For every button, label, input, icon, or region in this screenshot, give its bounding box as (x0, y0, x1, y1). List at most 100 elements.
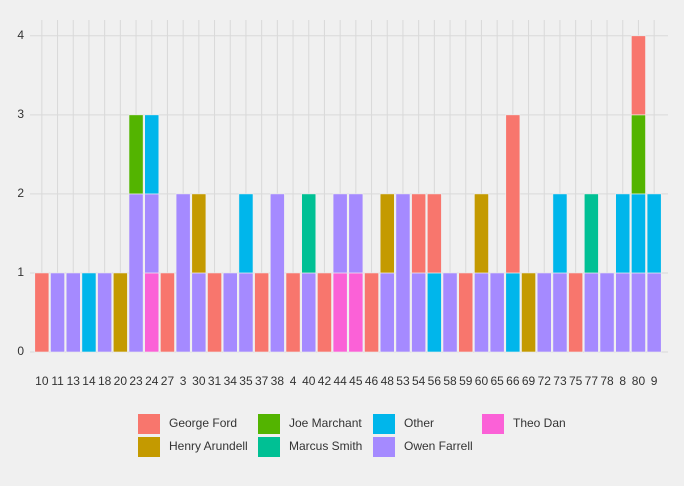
legend-label: Owen Farrell (404, 439, 473, 453)
x-tick-label: 13 (67, 374, 81, 388)
bar-segment (348, 193, 364, 274)
y-tick-label: 1 (17, 265, 24, 279)
bar-segment (222, 272, 238, 353)
x-tick-label: 3 (180, 374, 187, 388)
bar-segment (583, 272, 599, 353)
bar-segment (128, 193, 144, 353)
bar-segment (521, 272, 536, 353)
bar-segment (144, 272, 160, 353)
legend-key (373, 414, 395, 434)
bar-segment (631, 114, 646, 195)
x-tick-label: 8 (619, 374, 626, 388)
bar-segment (364, 272, 379, 353)
bar-segment (34, 272, 50, 353)
bar-segment (160, 272, 175, 353)
x-tick-label: 27 (161, 374, 175, 388)
bar-segment (332, 272, 348, 353)
legend-key (258, 437, 280, 457)
bar-segment (536, 272, 552, 353)
x-tick-label: 4 (290, 374, 297, 388)
x-tick-label: 45 (349, 374, 363, 388)
x-tick-label: 10 (35, 374, 49, 388)
bar-segment (238, 272, 254, 353)
bar-segment (505, 272, 521, 353)
x-tick-label: 14 (82, 374, 96, 388)
x-tick-label: 38 (271, 374, 285, 388)
bar-segment (442, 272, 458, 353)
bar-segment (81, 272, 97, 353)
bar-segment (269, 193, 285, 353)
bar-segment (301, 193, 317, 274)
x-tick-label: 31 (208, 374, 222, 388)
x-tick-label: 58 (443, 374, 457, 388)
x-tick-label: 24 (145, 374, 159, 388)
bar-segment (238, 193, 254, 274)
bar-segment (615, 272, 631, 353)
bar-segment (301, 272, 317, 353)
x-tick-label: 65 (490, 374, 504, 388)
bar-segment (411, 193, 427, 274)
x-tick-label: 9 (651, 374, 658, 388)
x-tick-label: 37 (255, 374, 269, 388)
legend-label: Theo Dan (513, 416, 566, 430)
bar-segment (646, 272, 662, 353)
bar-segment (631, 272, 646, 353)
x-tick-label: 78 (600, 374, 614, 388)
bar-segment (474, 193, 489, 274)
x-tick-label: 42 (318, 374, 332, 388)
bar-segment (583, 193, 599, 274)
bar-segment (112, 272, 128, 353)
x-tick-label: 11 (51, 374, 64, 388)
bar-segment (254, 272, 270, 353)
y-tick-label: 0 (17, 344, 24, 358)
legend-label: Henry Arundell (169, 439, 248, 453)
legend-key (138, 414, 160, 434)
bar-segment (348, 272, 364, 353)
bar-segment (474, 272, 489, 353)
x-tick-label: 30 (192, 374, 206, 388)
bar-segment (144, 193, 160, 274)
legend-label: Joe Marchant (289, 416, 362, 430)
x-tick-label: 48 (381, 374, 395, 388)
legend-key (138, 437, 160, 457)
bar-segment (97, 272, 113, 353)
bar-segment (65, 272, 81, 353)
y-tick-label: 4 (17, 28, 24, 42)
bar-segment (411, 272, 427, 353)
x-tick-label: 40 (302, 374, 316, 388)
bar-segment (144, 114, 160, 195)
bar-segment (505, 114, 521, 274)
bar-segment (207, 272, 222, 353)
bar-segment (379, 193, 395, 274)
bar-segment (426, 193, 442, 274)
x-tick-label: 18 (98, 374, 112, 388)
bar-segment (332, 193, 348, 274)
bar-segment (631, 35, 646, 116)
x-tick-label: 77 (585, 374, 599, 388)
bar-segment (426, 272, 442, 353)
x-tick-label: 46 (365, 374, 379, 388)
x-tick-label: 54 (412, 374, 426, 388)
legend-key (482, 414, 504, 434)
x-tick-label: 66 (506, 374, 520, 388)
x-tick-label: 80 (632, 374, 646, 388)
bar-segment (317, 272, 332, 353)
legend-key (258, 414, 280, 434)
bar-segment (285, 272, 301, 353)
x-tick-label: 56 (428, 374, 442, 388)
legend-label: Marcus Smith (289, 439, 362, 453)
bar-segment (379, 272, 395, 353)
x-tick-label: 23 (129, 374, 143, 388)
bar-segment (395, 193, 411, 353)
x-tick-label: 59 (459, 374, 473, 388)
bar-segment (191, 193, 207, 274)
bar-segment (552, 193, 568, 274)
bar-segment (489, 272, 505, 353)
bar-segment (128, 114, 144, 195)
x-tick-label: 20 (114, 374, 128, 388)
bar-segment (568, 272, 584, 353)
bar-segment (552, 272, 568, 353)
legend-label: George Ford (169, 416, 237, 430)
